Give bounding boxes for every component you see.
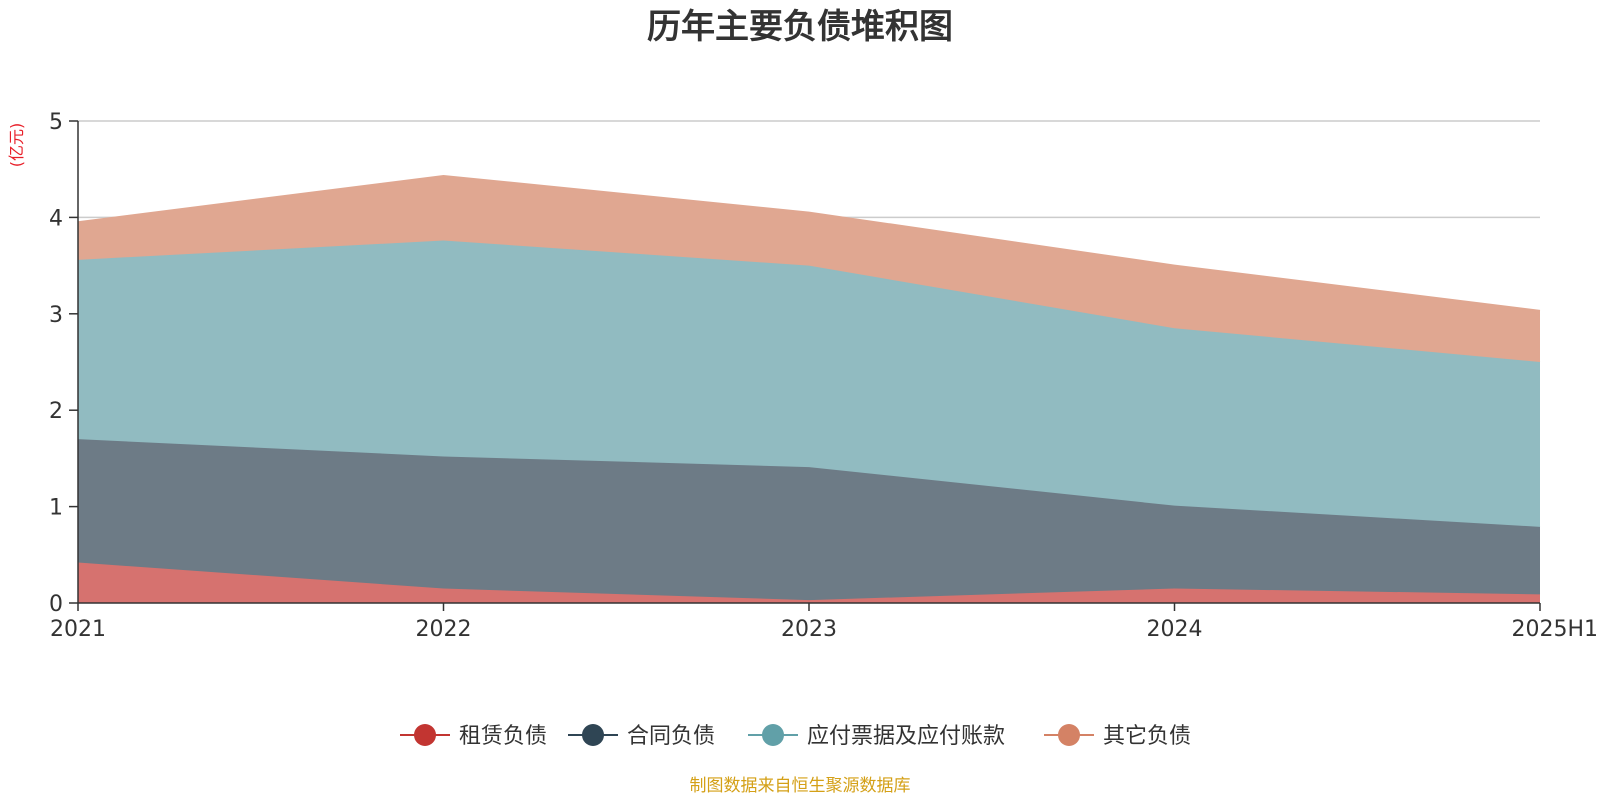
y-tick-label-3: 3 (49, 303, 63, 328)
area-series (77, 174, 1541, 603)
legend-label: 合同负债 (627, 724, 715, 749)
legend-item-3[interactable]: 应付票据及应付账款 (748, 724, 1005, 749)
y-tick-label-2: 2 (49, 399, 63, 424)
legend-label: 其它负债 (1103, 724, 1191, 749)
legend-marker (582, 724, 604, 746)
area-1 (78, 562, 1540, 603)
area-4 (78, 175, 1540, 362)
y-tick-label-1: 1 (49, 496, 63, 521)
legend-label: 应付票据及应付账款 (807, 724, 1005, 749)
legend-label: 租赁负债 (459, 724, 547, 749)
y-unit-label: (亿元) (7, 123, 26, 168)
legend-item-4[interactable]: 其它负债 (1044, 724, 1191, 749)
x-tick-label-2024: 2024 (1147, 617, 1203, 642)
axes: 0 1 2 3 4 5 2021 2022 2023 2024 2025H1 (49, 110, 1598, 642)
area-3 (78, 240, 1540, 527)
legend-marker (414, 724, 436, 746)
legend: 租赁负债 合同负债 应付票据及应付账款 其它负债 (400, 724, 1191, 749)
source-note: 制图数据来自恒生聚源数据库 (690, 776, 911, 796)
legend-marker (762, 724, 784, 746)
legend-item-1[interactable]: 租赁负债 (400, 724, 547, 749)
chart-title: 历年主要负债堆积图 (647, 7, 953, 47)
x-tick-label-2022: 2022 (416, 617, 472, 642)
x-tick-label-2023: 2023 (781, 617, 837, 642)
y-tick-label-0: 0 (49, 592, 63, 617)
y-tick-label-5: 5 (49, 110, 63, 135)
legend-marker (1058, 724, 1080, 746)
y-tick-label-4: 4 (49, 206, 63, 231)
x-tick-label-2021: 2021 (50, 617, 106, 642)
area-2 (78, 439, 1540, 601)
area-edge-4 (77, 174, 1541, 312)
x-tick-label-2025H1: 2025H1 (1511, 617, 1598, 642)
legend-item-2[interactable]: 合同负债 (568, 724, 715, 749)
